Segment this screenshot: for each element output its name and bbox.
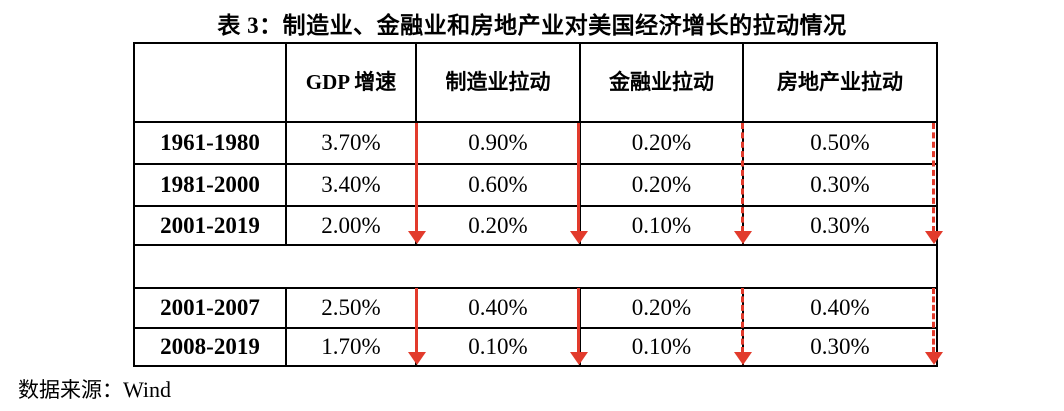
period-cell: 2008-2019 bbox=[133, 327, 287, 367]
finance-value-cell: 0.20% bbox=[579, 121, 744, 165]
period-cell: 2001-2007 bbox=[133, 287, 287, 329]
data-source: 数据来源：Wind bbox=[18, 374, 171, 404]
real-estate-value-cell: 0.30% bbox=[742, 205, 938, 246]
data-source-value: Wind bbox=[123, 377, 171, 402]
data-source-label: 数据来源： bbox=[18, 378, 123, 402]
col-header-period bbox=[133, 42, 287, 123]
spacer-cell bbox=[133, 244, 938, 289]
col-header-finance: 金融业拉动 bbox=[579, 42, 744, 123]
table-row: 2001-2007 2.50% 0.40% 0.20% 0.40% bbox=[133, 287, 938, 329]
real-estate-value-cell: 0.30% bbox=[742, 163, 938, 207]
gdp-value-cell: 3.70% bbox=[285, 121, 417, 165]
real-estate-value-cell: 0.40% bbox=[742, 287, 938, 329]
period-cell: 1961-1980 bbox=[133, 121, 287, 165]
table-title: 表 3：制造业、金融业和房地产业对美国经济增长的拉动情况 bbox=[217, 13, 847, 38]
table-row: 1961-1980 3.70% 0.90% 0.20% 0.50% bbox=[133, 121, 938, 165]
table-row: 2008-2019 1.70% 0.10% 0.10% 0.30% bbox=[133, 327, 938, 367]
manufacturing-value-cell: 0.90% bbox=[415, 121, 581, 165]
finance-value-cell: 0.20% bbox=[579, 163, 744, 207]
gdp-value-cell: 2.00% bbox=[285, 205, 417, 246]
col-header-manufacturing: 制造业拉动 bbox=[415, 42, 581, 123]
finance-value-cell: 0.20% bbox=[579, 287, 744, 329]
finance-value-cell: 0.10% bbox=[579, 327, 744, 367]
header-row: GDP 增速 制造业拉动 金融业拉动 房地产业拉动 bbox=[133, 42, 938, 123]
manufacturing-value-cell: 0.10% bbox=[415, 327, 581, 367]
table-row: 2001-2019 2.00% 0.20% 0.10% 0.30% bbox=[133, 205, 938, 246]
growth-contribution-table: GDP 增速 制造业拉动 金融业拉动 房地产业拉动 1961-1980 3.70… bbox=[133, 42, 938, 367]
gdp-value-cell: 1.70% bbox=[285, 327, 417, 367]
gdp-value-cell: 2.50% bbox=[285, 287, 417, 329]
real-estate-value-cell: 0.50% bbox=[742, 121, 938, 165]
table-row: 1981-2000 3.40% 0.60% 0.20% 0.30% bbox=[133, 163, 938, 207]
period-cell: 1981-2000 bbox=[133, 163, 287, 207]
real-estate-value-cell: 0.30% bbox=[742, 327, 938, 367]
finance-value-cell: 0.10% bbox=[579, 205, 744, 246]
manufacturing-value-cell: 0.40% bbox=[415, 287, 581, 329]
col-header-real-estate: 房地产业拉动 bbox=[742, 42, 938, 123]
spacer-row bbox=[133, 244, 938, 289]
manufacturing-value-cell: 0.60% bbox=[415, 163, 581, 207]
gdp-value-cell: 3.40% bbox=[285, 163, 417, 207]
col-header-gdp-growth: GDP 增速 bbox=[285, 42, 417, 123]
manufacturing-value-cell: 0.20% bbox=[415, 205, 581, 246]
period-cell: 2001-2019 bbox=[133, 205, 287, 246]
